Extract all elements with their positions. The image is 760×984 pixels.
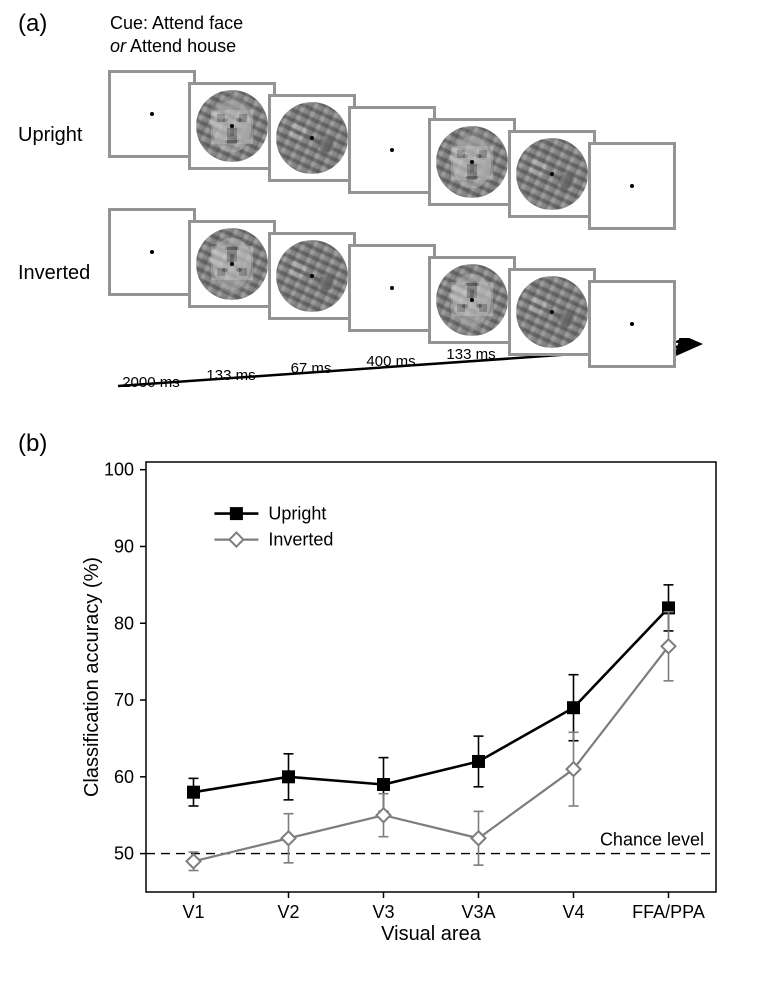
y-tick-label: 80 bbox=[114, 613, 134, 633]
x-tick-label: V3A bbox=[461, 902, 495, 922]
x-tick-label: V3 bbox=[372, 902, 394, 922]
stimulus-frame bbox=[348, 106, 436, 194]
fixation-dot bbox=[150, 250, 154, 254]
x-tick-label: V1 bbox=[182, 902, 204, 922]
fixation-dot bbox=[390, 148, 394, 152]
legend-upright: Upright bbox=[268, 504, 326, 524]
fixation-dot bbox=[630, 322, 634, 326]
fixation-dot bbox=[630, 184, 634, 188]
mask-circle bbox=[276, 102, 348, 174]
marker-upright bbox=[188, 786, 200, 798]
marker-upright bbox=[568, 702, 580, 714]
marker-inverted bbox=[377, 808, 391, 822]
fixation-dot bbox=[470, 160, 474, 164]
row-label-upright: Upright bbox=[18, 124, 82, 147]
stimulus-frame bbox=[428, 118, 516, 206]
panel-a-label: (a) bbox=[18, 10, 47, 38]
y-tick-label: 50 bbox=[114, 844, 134, 864]
stimulus-frame bbox=[188, 82, 276, 170]
fixation-dot bbox=[390, 286, 394, 290]
fixation-dot bbox=[550, 172, 554, 176]
fixation-dot bbox=[550, 310, 554, 314]
fixation-dot bbox=[150, 112, 154, 116]
marker-inverted bbox=[187, 854, 201, 868]
fixation-dot bbox=[470, 298, 474, 302]
series-line bbox=[194, 646, 669, 861]
stimulus-frame bbox=[588, 280, 676, 368]
x-tick-label: V2 bbox=[277, 902, 299, 922]
fixation-dot bbox=[310, 136, 314, 140]
cue-line-1: Cue: Attend face bbox=[110, 13, 243, 33]
stimulus-frame bbox=[508, 130, 596, 218]
composite-circle bbox=[436, 264, 508, 336]
x-axis-title: Visual area bbox=[381, 923, 482, 942]
y-tick-label: 60 bbox=[114, 767, 134, 787]
stimulus-frame bbox=[348, 244, 436, 332]
composite-circle bbox=[436, 126, 508, 198]
x-tick-label: FFA/PPA bbox=[632, 902, 705, 922]
fixation-dot bbox=[230, 124, 234, 128]
stimulus-frame bbox=[268, 232, 356, 320]
fixation-dot bbox=[230, 262, 234, 266]
y-tick-label: 70 bbox=[114, 690, 134, 710]
legend-inverted: Inverted bbox=[268, 530, 333, 550]
classification-chart: 50 60 70 80 90 100 V1 V2 V3 V3A V4 FFA/PPA Chance le… bbox=[78, 452, 728, 942]
marker-upright bbox=[473, 755, 485, 767]
y-tick-label: 100 bbox=[104, 460, 134, 480]
mask-circle bbox=[516, 138, 588, 210]
composite-circle bbox=[196, 90, 268, 162]
composite-circle bbox=[196, 228, 268, 300]
stimulus-frame bbox=[268, 94, 356, 182]
stimulus-frame bbox=[108, 70, 196, 158]
cue-text: Cue: Attend face or Attend house bbox=[110, 12, 243, 57]
chart-container: 50 60 70 80 90 100 V1 V2 V3 V3A V4 FFA/PPA Chance le… bbox=[78, 452, 728, 942]
cue-line-2: Attend house bbox=[126, 36, 236, 56]
marker-upright bbox=[378, 779, 390, 791]
series-line bbox=[194, 608, 669, 792]
y-axis-title: Classification accuracy (%) bbox=[81, 557, 103, 797]
stimulus-frame bbox=[188, 220, 276, 308]
mask-circle bbox=[276, 240, 348, 312]
row-label-inverted: Inverted bbox=[18, 262, 90, 285]
chance-label: Chance level bbox=[600, 830, 704, 850]
marker-upright bbox=[283, 771, 295, 783]
stimulus-frame bbox=[108, 208, 196, 296]
marker-inverted bbox=[282, 831, 296, 845]
cue-or: or bbox=[110, 36, 126, 56]
stimulus-frame bbox=[508, 268, 596, 356]
stimulus-frame bbox=[428, 256, 516, 344]
fixation-dot bbox=[310, 274, 314, 278]
mask-circle bbox=[516, 276, 588, 348]
x-tick-label: V4 bbox=[562, 902, 584, 922]
y-tick-label: 90 bbox=[114, 536, 134, 556]
stimulus-frame bbox=[588, 142, 676, 230]
panel-b-label: (b) bbox=[18, 430, 47, 458]
